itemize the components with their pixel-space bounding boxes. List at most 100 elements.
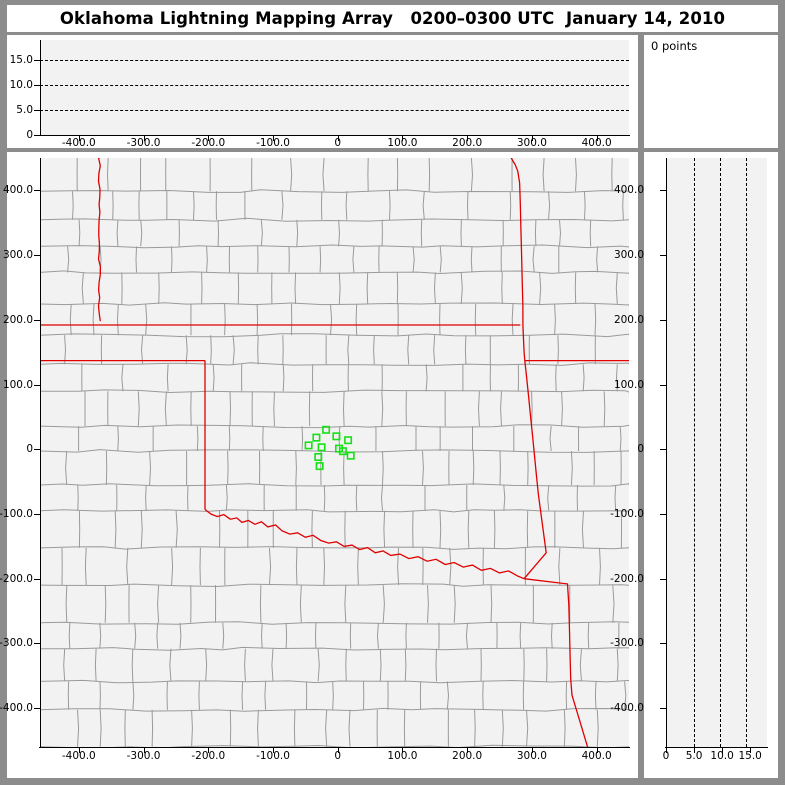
county-line-vertical-12--250 (175, 510, 178, 548)
xtick-label-3: -100.0 (256, 137, 290, 149)
lightning-source-marker (315, 462, 324, 471)
county-line-vertical-2-1 (338, 219, 341, 247)
map-xtick-mark-1 (143, 747, 145, 753)
county-line-vertical-8-412 (603, 391, 606, 427)
county-line-vertical-5--339 (116, 303, 119, 336)
county-line-horizontal-7 (40, 389, 629, 394)
county-line-vertical-18--226 (191, 709, 193, 747)
lightning-source-marker (344, 436, 353, 445)
map-xtick-mark-4 (337, 747, 339, 753)
county-line-vertical-4--65 (294, 272, 297, 305)
county-line-vertical-3--417 (67, 246, 70, 273)
county-line-vertical-11-429 (614, 484, 617, 511)
altitude-northsouth-plot-area[interactable] (666, 158, 767, 747)
xtick-label-8: 400.0 (581, 137, 612, 149)
side-ytick-mark-4 (660, 449, 667, 451)
county-line-vertical-3-158 (439, 246, 442, 273)
map-ytick-label-0: -400.0 (0, 702, 33, 715)
county-boundaries-layer (40, 158, 629, 747)
county-line-vertical-5--175 (224, 303, 226, 336)
county-line-vertical-4-312 (539, 272, 542, 305)
ytick-label-15: 15.0 (9, 54, 33, 66)
xtick-label-7: 300.0 (516, 137, 547, 149)
map-ytick-mark-2 (34, 578, 41, 580)
county-line-vertical-1-326 (548, 191, 551, 220)
map-ytick-mark-4 (34, 449, 41, 451)
county-line-vertical-15-388 (587, 622, 590, 649)
side-ytick-mark-2 (660, 578, 667, 580)
altitude-time-y-labels: 15.0 10.0 5.0 0 (7, 35, 40, 148)
county-line-vertical-14-70 (382, 585, 385, 623)
county-line-vertical-5-397 (594, 303, 597, 336)
county-line-vertical-2--63 (296, 219, 299, 247)
county-line-vertical-6-110 (407, 335, 410, 365)
map-y-axis (40, 158, 41, 748)
altitude-time-x-axis (39, 135, 630, 136)
county-line-vertical-15-106 (405, 622, 407, 649)
county-line-vertical-16--258 (169, 648, 172, 682)
altitude-time-plot-area[interactable] (40, 40, 629, 135)
county-line-vertical-9-436 (619, 426, 622, 452)
ytick-label-10: 10.0 (9, 79, 33, 91)
map-xtick-label-1: -300.0 (126, 750, 161, 762)
county-line-horizontal-3 (40, 270, 629, 275)
county-line-vertical-16-377 (579, 648, 582, 682)
county-line-vertical-10-209 (472, 450, 475, 486)
county-line-vertical-8-299 (531, 391, 533, 427)
county-line-vertical-14--119 (259, 585, 262, 623)
county-line-vertical-13--63 (295, 547, 298, 586)
county-line-vertical-8--265 (164, 391, 167, 427)
county-line-vertical-13--257 (171, 547, 174, 586)
side-xtick-label-1: 5.0 (685, 750, 703, 762)
ytick-mark-5 (34, 110, 41, 111)
county-line-vertical-12-242 (493, 510, 496, 548)
county-line-vertical-18--17 (325, 709, 328, 747)
county-line-vertical-15--244 (179, 622, 182, 649)
side-xtick-label-2: 10.0 (710, 750, 734, 762)
county-line-vertical-7-137 (425, 364, 428, 392)
map-plot-area[interactable] (40, 158, 629, 747)
county-line-vertical-16-13 (345, 648, 347, 682)
county-line-vertical-4--277 (158, 272, 160, 305)
gridline-5 (40, 110, 629, 111)
county-line-vertical-0--73 (290, 158, 293, 192)
county-line-vertical-0--21 (322, 158, 325, 192)
county-line-horizontal-17 (40, 707, 629, 712)
map-xtick-label-2: -200.0 (191, 750, 226, 762)
side-xtick-label-3: 15.0 (738, 750, 762, 762)
county-line-vertical-1--410 (72, 191, 74, 220)
map-ytick-mark-5 (34, 384, 41, 386)
map-xtick-mark-2 (208, 747, 210, 753)
county-line-vertical-9--340 (117, 426, 119, 452)
county-line-vertical-6--123 (257, 335, 259, 365)
map-xtick-label-8: 400.0 (581, 750, 612, 762)
county-line-vertical-14--56 (299, 585, 302, 623)
county-line-vertical-12-158 (439, 510, 442, 548)
county-line-vertical-7--84 (282, 364, 285, 392)
county-line-vertical-3-25 (352, 246, 355, 273)
county-line-horizontal-12 (40, 546, 629, 550)
county-line-vertical-1-266 (509, 191, 512, 220)
county-line-vertical-3-401 (596, 246, 599, 273)
county-line-vertical-14-237 (490, 585, 493, 623)
map-ytick-label-7: 300.0 (2, 249, 33, 262)
county-line-vertical-14--419 (65, 585, 68, 623)
county-line-vertical-16--143 (244, 648, 246, 682)
county-line-vertical-5-335 (554, 303, 556, 336)
county-line-vertical-11-69 (380, 484, 383, 511)
county-line-vertical-14--277 (157, 585, 160, 623)
map-ytick-label-1: -300.0 (0, 637, 33, 650)
county-line-vertical-15--80 (285, 622, 288, 649)
county-line-vertical-2--304 (140, 219, 143, 247)
map-panel (7, 152, 638, 778)
map-ytick-label-3: -100.0 (0, 507, 33, 520)
county-line-vertical-0--355 (106, 158, 109, 192)
side-xtick-mark-0 (666, 747, 667, 753)
county-line-vertical-17--214 (198, 681, 200, 710)
state-boundaries-layer (40, 158, 629, 747)
gridline-x-10 (720, 158, 721, 747)
county-line-vertical-5--11 (330, 303, 333, 336)
county-line-vertical-6--301 (140, 335, 144, 365)
map-ytick-mark-8 (34, 190, 41, 192)
